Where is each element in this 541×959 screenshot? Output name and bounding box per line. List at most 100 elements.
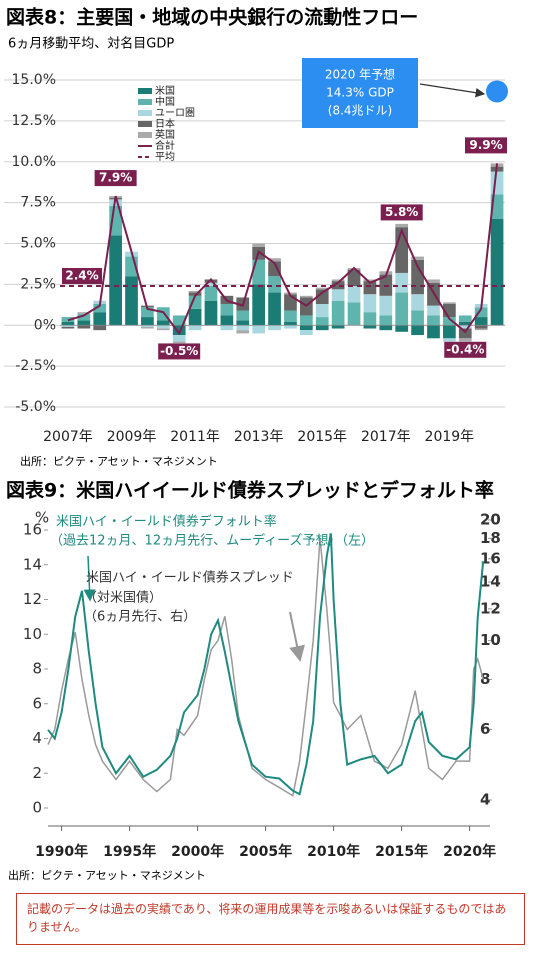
chart-subtitle: 6ヵ月移動平均、対名目GDP bbox=[8, 36, 174, 52]
label-box bbox=[158, 343, 201, 360]
bar-segment bbox=[347, 302, 361, 326]
legend-swatch bbox=[138, 110, 152, 116]
disclaimer: 記載のデータは過去の実績であり、将来の運用成果等を示唆あるいは保証するものではあ… bbox=[16, 893, 525, 945]
bar-segment bbox=[379, 315, 393, 326]
average-label: 2.4% bbox=[65, 269, 98, 283]
bar-segment bbox=[315, 289, 329, 304]
bar-segment bbox=[411, 294, 424, 311]
bar-segment bbox=[458, 338, 472, 342]
bar-segment bbox=[141, 307, 154, 318]
bar-segment bbox=[443, 325, 456, 339]
bar-segment bbox=[61, 326, 75, 329]
series-line bbox=[47, 533, 485, 796]
legend-label: 平均 bbox=[155, 151, 175, 163]
data-label: 7.9% bbox=[99, 171, 132, 185]
bar-segment bbox=[474, 328, 488, 331]
bar-segment bbox=[299, 330, 313, 336]
bar-segment bbox=[363, 294, 377, 313]
y-tick-label: 12.5% bbox=[12, 113, 56, 129]
y-tick-label: 10 bbox=[23, 625, 42, 643]
bar-segment bbox=[299, 295, 313, 298]
y-tick-label: -2.5% bbox=[15, 358, 56, 374]
x-tick-label: 1990年 bbox=[35, 843, 88, 860]
bar-segment bbox=[427, 325, 440, 339]
bar-segment bbox=[236, 310, 250, 321]
bar-segment bbox=[331, 325, 345, 329]
bar-segment bbox=[363, 325, 377, 329]
bar-segment bbox=[77, 312, 91, 314]
chart-title: 図表9：米国ハイイールド債券スプレッドとデフォルト率 bbox=[6, 479, 494, 502]
forecast-title: 2020 年予想 bbox=[325, 67, 395, 82]
bar-segment bbox=[427, 305, 440, 316]
bar-segment bbox=[125, 276, 138, 326]
bar-segment bbox=[490, 171, 504, 195]
series-note: （過去12ヵ月、12ヵ月先行、ムーディーズ予想）（左） bbox=[50, 533, 374, 549]
bar-segment bbox=[363, 281, 377, 295]
charts: 図表8：主要国・地域の中央銀行の流動性フロー 6ヵ月移動平均、対名目GDP 出所… bbox=[4, 6, 508, 882]
legend-swatch bbox=[138, 88, 152, 94]
bar-segment bbox=[458, 325, 472, 329]
y2-tick-label: 18 bbox=[480, 529, 501, 547]
bar-segment bbox=[331, 300, 345, 326]
bar-segment bbox=[427, 315, 440, 326]
y2-tick-label: 6 bbox=[480, 720, 490, 738]
y-tick-label: -5.0% bbox=[15, 399, 56, 415]
total-line bbox=[67, 163, 499, 336]
bar-segment bbox=[315, 287, 329, 290]
bar-segment bbox=[156, 320, 170, 326]
bar-segment bbox=[220, 325, 234, 331]
bar-segment bbox=[268, 276, 281, 293]
bar-segment bbox=[395, 227, 409, 273]
bar-segment bbox=[77, 313, 91, 321]
bar-segment bbox=[268, 325, 281, 331]
x-tick-label: 2005年 bbox=[239, 843, 292, 860]
legend-label: 米国 bbox=[155, 84, 175, 97]
legend-label: 中国 bbox=[155, 95, 175, 108]
bar-segment bbox=[379, 271, 393, 275]
data-label: -0.4% bbox=[446, 342, 484, 356]
y2-tick-label: 12 bbox=[480, 599, 501, 617]
bar-segment bbox=[331, 279, 345, 282]
bar-segment bbox=[379, 295, 393, 316]
bar-segment bbox=[236, 320, 250, 326]
bar-segment bbox=[395, 325, 409, 332]
y2-tick-label: 8 bbox=[480, 670, 490, 688]
x-tick-label: 2010年 bbox=[307, 843, 360, 860]
forecast-dot bbox=[486, 80, 508, 103]
bar-segment bbox=[474, 317, 488, 326]
bar-segment bbox=[77, 325, 91, 329]
bar-segment bbox=[411, 256, 424, 260]
bar-segment bbox=[156, 325, 170, 329]
y-tick-label: 0 bbox=[32, 799, 42, 817]
bar-segment bbox=[141, 326, 154, 329]
bar-segment bbox=[395, 292, 409, 326]
forecast-box bbox=[302, 58, 418, 128]
bar-segment bbox=[268, 261, 281, 277]
y-tick-label: 10.0% bbox=[12, 154, 56, 170]
bar-segment bbox=[172, 335, 186, 342]
bar-segment bbox=[379, 325, 393, 331]
x-tick-label: 2013年 bbox=[234, 429, 284, 445]
bar-segment bbox=[188, 292, 202, 296]
y2-tick-label: 20 bbox=[480, 511, 501, 529]
bar-segment bbox=[331, 289, 345, 301]
bar-segment bbox=[204, 282, 218, 287]
x-tick-label: 1995年 bbox=[103, 843, 156, 860]
bar-segment bbox=[490, 218, 504, 326]
legend-swatch bbox=[138, 121, 152, 127]
label-box bbox=[62, 268, 102, 285]
y-tick-label: 0% bbox=[34, 317, 56, 333]
data-label: 9.9% bbox=[469, 138, 502, 152]
y-tick-label: 2 bbox=[32, 764, 42, 782]
bar-segment bbox=[284, 325, 297, 329]
bar-segment bbox=[172, 315, 186, 326]
bar-segment bbox=[299, 325, 313, 331]
legend-label: 日本 bbox=[155, 117, 175, 130]
x-tick-label: 2011年 bbox=[170, 429, 220, 445]
y2-tick-label: 16 bbox=[480, 549, 501, 567]
data-label: -0.5% bbox=[160, 344, 198, 358]
legend-label: 英国 bbox=[155, 128, 175, 141]
bar-segment bbox=[252, 284, 266, 326]
legend-swatch bbox=[138, 99, 152, 105]
bar-segment bbox=[156, 328, 170, 331]
